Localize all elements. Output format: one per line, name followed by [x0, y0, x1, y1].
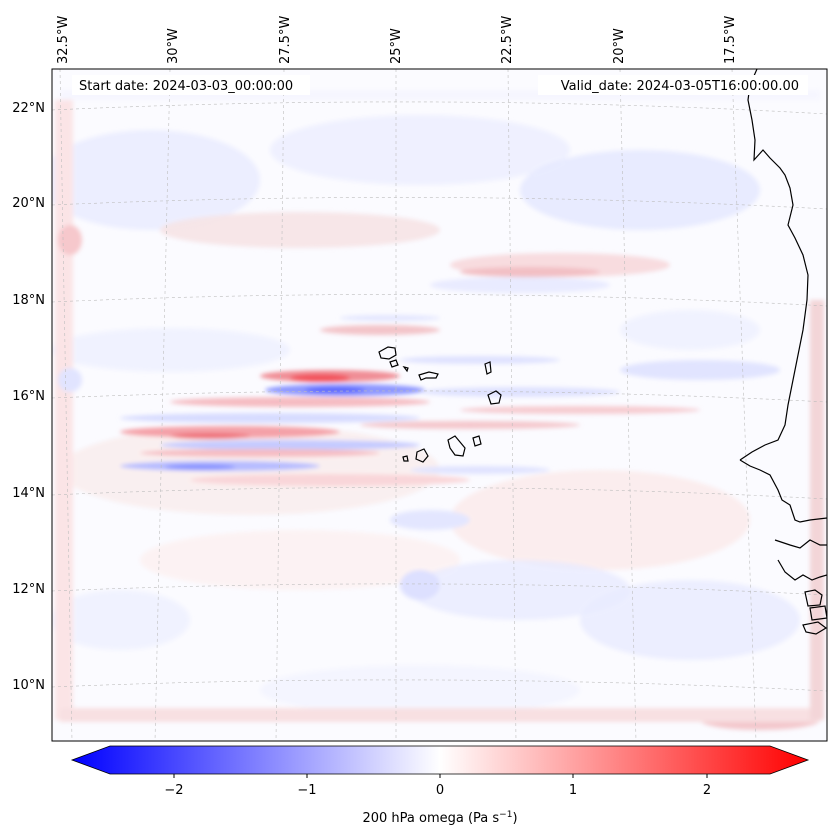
map-frame	[51, 68, 828, 742]
colorbar-gradient	[70, 745, 810, 775]
graticule	[52, 69, 827, 741]
longitude-labels: 32.5°W 30°W 27.5°W 25°W 22.5°W 20°W 17.5…	[56, 16, 738, 64]
cape-verde-islands	[378, 346, 502, 463]
lat-label-22n: 22°N	[12, 101, 45, 116]
lat-label-20n: 20°N	[12, 196, 45, 211]
lat-label-14n: 14°N	[12, 486, 45, 501]
lon-label-20w: 20°W	[612, 28, 627, 64]
colorbar-tick-1: 1	[569, 783, 577, 798]
colorbar: −2 −1 0 1 2 200 hPa omega (Pa s−1)	[70, 745, 810, 826]
lat-label-12n: 12°N	[12, 582, 45, 597]
colorbar-label: 200 hPa omega (Pa s−1)	[362, 810, 517, 826]
colorbar-label-exponent: −1	[499, 810, 512, 820]
lon-label-22p5w: 22.5°W	[500, 16, 515, 64]
latitude-labels: 22°N 20°N 18°N 16°N 14°N 12°N 10°N	[12, 101, 45, 693]
lon-label-32p5w: 32.5°W	[56, 16, 71, 64]
lon-label-27p5w: 27.5°W	[278, 16, 293, 64]
valid-date-label: Valid_date: 2024-03-05T16:00:00.00	[561, 79, 799, 94]
colorbar-tick-minus2: −2	[164, 783, 183, 798]
lat-label-10n: 10°N	[12, 678, 45, 693]
west-african-coastline	[739, 69, 827, 635]
lat-label-18n: 18°N	[12, 293, 45, 308]
colorbar-tick-2: 2	[703, 783, 711, 798]
lon-label-25w: 25°W	[389, 28, 404, 64]
omega-field: Start date: 2024-03-03_00:00:00 Valid_da…	[52, 69, 827, 741]
colorbar-ticks	[173, 774, 708, 778]
colorbar-tick-minus1: −1	[297, 783, 316, 798]
start-date-label: Start date: 2024-03-03_00:00:00	[79, 79, 293, 94]
lon-label-30w: 30°W	[166, 28, 181, 64]
omega-contours	[52, 90, 824, 730]
colorbar-tick-0: 0	[436, 783, 444, 798]
valid-date-box	[538, 75, 808, 95]
lat-label-16n: 16°N	[12, 389, 45, 404]
start-date-box	[72, 75, 310, 95]
lon-label-17p5w: 17.5°W	[723, 16, 738, 64]
